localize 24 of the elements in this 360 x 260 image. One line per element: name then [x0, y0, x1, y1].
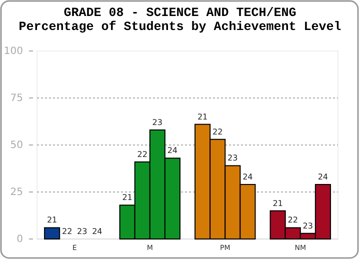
y-tick-label: 75 — [10, 93, 23, 104]
text: 22 — [288, 216, 298, 225]
text: 21 — [272, 198, 283, 208]
series-label: 24 — [167, 146, 178, 156]
y-tick-label: 0 — [16, 234, 23, 246]
y-tick-label: 100 — [4, 46, 23, 58]
y-tick-label: 50 — [10, 140, 23, 152]
text: 22 — [62, 227, 72, 236]
text: 23 — [77, 227, 88, 236]
chart-title: GRADE 08 - SCIENCE AND TECH/ENG — [64, 6, 296, 20]
series-label: 22 — [137, 150, 148, 159]
chart-subtitle: Percentage of Students by Achievement Level — [18, 20, 342, 34]
text: 24 — [242, 172, 253, 182]
text: 21 — [122, 193, 132, 202]
text: 23 — [152, 118, 162, 127]
text: 22 — [212, 127, 223, 136]
series-label: 21 — [46, 216, 58, 225]
bar — [44, 227, 60, 240]
series-label: 23 — [228, 154, 238, 163]
text: 24 — [92, 227, 102, 236]
text: 21 — [197, 112, 208, 122]
text: 23 — [302, 221, 313, 230]
y-tick-label: 25 — [10, 187, 23, 198]
text: 24 — [318, 172, 328, 182]
